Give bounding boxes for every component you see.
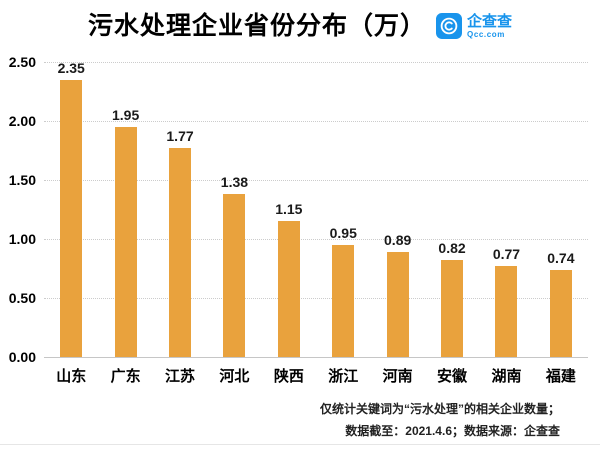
bars-row: 2.35 1.95 1.77 1.38 1.15 0.95 0.89 0.82 0.77 0.74 [44,60,588,357]
bar-value-label: 0.89 [384,231,412,248]
qcc-logo-icon [436,13,462,39]
qcc-logo: 企查查 Qcc.com [436,13,512,39]
bar-value-label: 1.15 [275,201,303,218]
footnote-line-2: 数据截至：2021.4.6；数据来源：企查查 [345,424,560,438]
y-tick-label: 0.50 [8,290,36,306]
bar-chart: 0.00 0.50 1.00 1.50 2.00 2.50 2.35 1.95 1.77 1.3… [0,54,600,386]
y-tick-label: 1.50 [8,172,36,188]
bar-value-label: 0.77 [492,246,521,263]
bar [332,244,355,357]
y-tick-label: 0.00 [8,349,36,365]
x-axis-label: 江苏 [165,368,196,385]
x-axis-label: 广东 [110,368,141,385]
gridline [44,298,588,299]
chart-footnote: 仅统计关键词为“污水处理”的相关企业数量； 数据截至：2021.4.6；数据来源… [0,398,600,442]
bar [60,79,83,357]
bar [495,266,518,357]
chart-header: 污水处理企业省份分布（万） 企查查 Qcc.com [0,0,600,50]
bar-column: 0.82 [425,240,479,357]
x-axis-labels: 山东 广东 江苏 河北 陕西 浙江 河南 安徽 湖南 福建 [44,365,588,386]
x-axis-label: 山东 [56,368,87,385]
y-axis-labels: 0.00 0.50 1.00 1.50 2.00 2.50 [0,54,36,365]
bar-column: 2.35 [44,60,98,357]
bar-column: 1.95 [98,107,152,357]
bar-value-label: 0.95 [329,224,357,241]
bar-column: 0.89 [370,232,424,357]
y-tick-label: 2.50 [8,54,36,70]
page-title: 污水处理企业省份分布（万） [87,12,426,40]
gridline [44,180,588,181]
bar-column: 1.15 [262,201,316,357]
gridline [44,239,588,240]
x-axis-label: 河南 [382,368,413,385]
bar-value-label: 1.95 [111,106,140,123]
bottom-divider [0,444,600,445]
x-axis-line [44,357,588,358]
bar-value-label: 1.77 [166,128,194,145]
plot-area: 2.35 1.95 1.77 1.38 1.15 0.95 0.89 0.82 0.77 0.74 [44,60,588,358]
x-axis-label: 福建 [545,368,576,385]
qcc-logo-name: 企查查 [467,12,513,30]
bar-column: 1.77 [153,128,207,357]
x-axis-label: 湖南 [491,368,522,385]
gridline [44,121,588,122]
bar-value-label: 1.38 [220,174,249,191]
bar [223,194,246,357]
bar-value-label: 0.82 [438,240,466,257]
y-tick-label: 1.00 [8,231,36,247]
bar-value-label: 2.35 [57,59,85,76]
x-axis-label: 河北 [219,368,250,385]
bar-column: 1.38 [207,174,261,357]
footnote-line-1: 仅统计关键词为“污水处理”的相关企业数量； [319,402,560,416]
x-axis-label: 浙江 [328,368,359,385]
bar [441,260,464,357]
qcc-logo-text: 企查查 Qcc.com [467,12,513,39]
qcc-logo-domain: Qcc.com [467,29,505,39]
bar [114,126,137,357]
x-axis-label: 安徽 [437,368,468,385]
bar [169,148,192,357]
bar-column: 0.74 [534,250,588,357]
bar [277,221,300,357]
bar-value-label: 0.74 [547,249,575,266]
bar [386,251,409,357]
gridline [44,62,588,63]
bar-column: 0.95 [316,225,370,357]
x-axis-label: 陕西 [273,368,304,385]
y-tick-label: 2.00 [8,113,36,129]
bar [549,269,572,357]
bar-column: 0.77 [479,246,533,357]
